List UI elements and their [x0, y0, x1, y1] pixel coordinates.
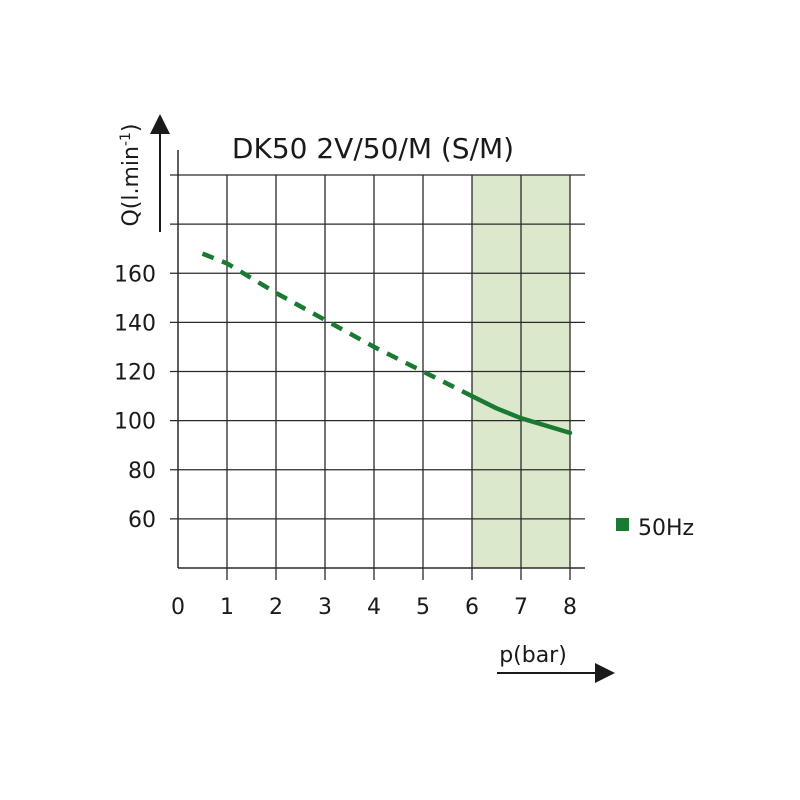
y-tick-label: 140 — [114, 311, 156, 336]
x-tick-label: 2 — [269, 595, 283, 620]
y-axis-title: Q(l.min-1) — [118, 123, 144, 226]
x-tick-label: 6 — [465, 595, 479, 620]
y-axis-title-sup: -1 — [118, 132, 134, 146]
y-tick-label: 100 — [114, 410, 156, 435]
y-tick-label: 120 — [114, 361, 156, 386]
legend-label: 50Hz — [638, 516, 694, 541]
legend-swatch — [616, 518, 629, 531]
series-dashed-line — [201, 251, 474, 399]
y-tick-label: 160 — [114, 262, 156, 287]
y-axis-title-base: Q(l.min — [119, 146, 144, 227]
x-tick-label: 8 — [563, 595, 577, 620]
x-tick-label: 1 — [220, 595, 234, 620]
chart-title: DK50 2V/50/M (S/M) — [232, 132, 514, 165]
series-solid-line — [469, 393, 573, 436]
x-tick-label: 0 — [171, 595, 185, 620]
y-axis-title-close: ) — [119, 123, 144, 132]
x-tick-label: 4 — [367, 595, 381, 620]
x-tick-label: 3 — [318, 595, 332, 620]
x-axis-title: p(bar) — [499, 643, 567, 668]
y-tick-label: 60 — [128, 508, 156, 533]
x-tick-label: 7 — [514, 595, 528, 620]
x-tick-label: 5 — [416, 595, 430, 620]
y-tick-label: 80 — [128, 459, 156, 484]
